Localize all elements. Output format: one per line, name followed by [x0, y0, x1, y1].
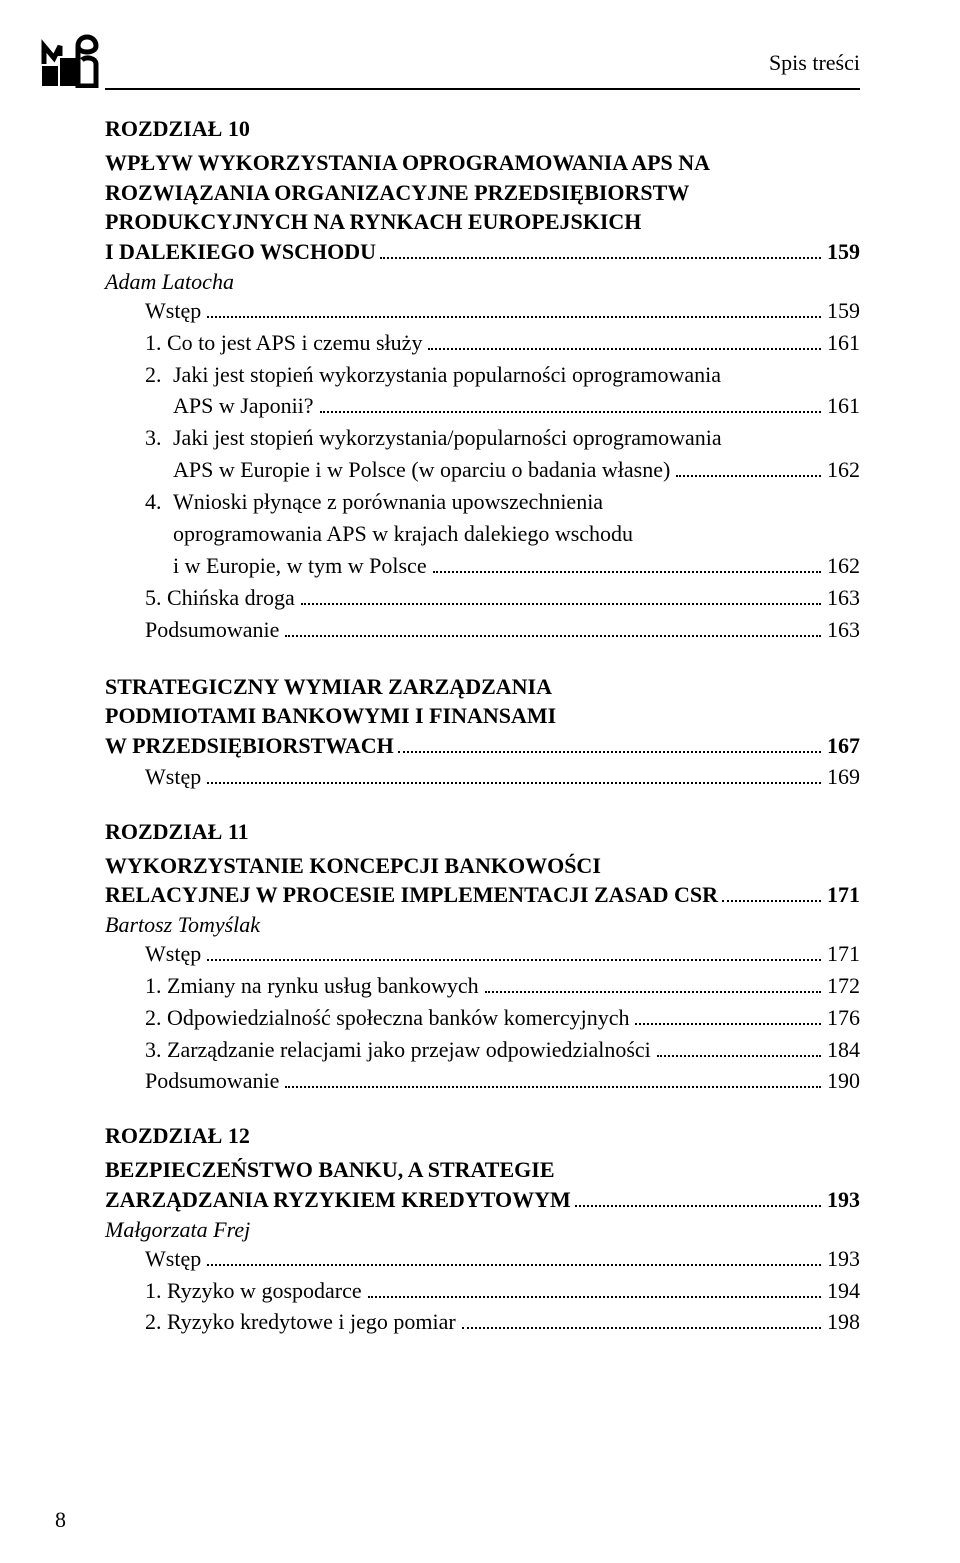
- page-ref: 161: [827, 327, 860, 359]
- chapter-title-last: RELACYJNEJ W PROCESIE IMPLEMENTACJI ZASA…: [105, 880, 718, 910]
- toc-text: Wnioski płynące z porównania upowszechni…: [173, 489, 603, 514]
- dot-leader: [398, 751, 821, 753]
- toc-number: 3.: [145, 422, 173, 454]
- page-ref: 159: [827, 295, 860, 327]
- dot-leader: [285, 1086, 821, 1088]
- dot-leader: [428, 348, 821, 350]
- toc-label: 1. Zmiany na rynku usług bankowych: [145, 970, 479, 1002]
- author: Małgorzata Frej: [105, 1217, 860, 1243]
- dot-leader: [657, 1055, 821, 1057]
- toc-label: 1. Co to jest APS i czemu służy: [145, 327, 422, 359]
- page-ref: 172: [827, 970, 860, 1002]
- running-head: Spis treści: [105, 50, 860, 76]
- chapter-title-line: PRODUKCYJNYCH NA RYNKACH EUROPEJSKICH: [105, 207, 860, 237]
- toc-label: 1. Ryzyko w gospodarce: [145, 1275, 362, 1307]
- page-ref: 159: [827, 237, 860, 267]
- section-title-line: PODMIOTAMI BANKOWYMI I FINANSAMI: [105, 701, 860, 731]
- toc-text: Jaki jest stopień wykorzystania popularn…: [173, 362, 721, 387]
- chapter-title-last: I DALEKIEGO WSCHODU: [105, 237, 376, 267]
- page-ref: 162: [827, 454, 860, 486]
- toc-entry: 4. Wnioski płynące z porównania upowszec…: [105, 486, 860, 582]
- page-ref: 163: [827, 614, 860, 646]
- toc-text: APS w Japonii?: [173, 390, 314, 422]
- page-ref: 167: [827, 731, 860, 761]
- dot-leader: [368, 1296, 821, 1298]
- page-ref: 169: [827, 761, 860, 793]
- chapter-10: ROZDZIAŁ 10 WPŁYW WYKORZYSTANIA OPROGRAM…: [105, 116, 860, 646]
- author: Adam Latocha: [105, 269, 860, 295]
- section-heading: STRATEGICZNY WYMIAR ZARZĄDZANIA PODMIOTA…: [105, 672, 860, 793]
- toc-label: Wstęp: [145, 938, 201, 970]
- dot-leader: [676, 475, 821, 477]
- page-ref: 193: [827, 1243, 860, 1275]
- dot-leader: [301, 603, 821, 605]
- page-ref: 161: [827, 390, 860, 422]
- dot-leader: [462, 1327, 821, 1329]
- chapter-title-line: ROZWIĄZANIA ORGANIZACYJNE PRZEDSIĘBIORST…: [105, 178, 860, 208]
- page-ref: 171: [827, 880, 860, 910]
- chapter-tag: ROZDZIAŁ 10: [105, 116, 860, 142]
- toc-text: oprogramowania APS w krajach dalekiego w…: [173, 521, 633, 546]
- page-ref: 184: [827, 1034, 860, 1066]
- section-title-line: STRATEGICZNY WYMIAR ZARZĄDZANIA: [105, 672, 860, 702]
- dot-leader: [320, 411, 821, 413]
- chapter-11: ROZDZIAŁ 11 WYKORZYSTANIE KONCEPCJI BANK…: [105, 819, 860, 1098]
- toc-label: 3. Zarządzanie relacjami jako przejaw od…: [145, 1034, 651, 1066]
- toc-label: Wstęp: [145, 761, 201, 793]
- toc-label: Wstęp: [145, 1243, 201, 1275]
- toc-label: 2. Odpowiedzialność społeczna banków kom…: [145, 1002, 629, 1034]
- chapter-title-line: BEZPIECZEŃSTWO BANKU, A STRATEGIE: [105, 1155, 860, 1185]
- dot-leader: [485, 991, 821, 993]
- section-title-last: W PRZEDSIĘBIORSTWACH: [105, 731, 394, 761]
- toc-label: Wstęp: [145, 295, 201, 327]
- author: Bartosz Tomyślak: [105, 912, 860, 938]
- page-ref: 176: [827, 1002, 860, 1034]
- dot-leader: [575, 1205, 821, 1207]
- toc-entry: 2. Jaki jest stopień wykorzystania popul…: [105, 359, 860, 423]
- toc-label: Podsumowanie: [145, 614, 279, 646]
- toc-text: Jaki jest stopień wykorzystania/popularn…: [173, 425, 722, 450]
- dot-leader: [635, 1023, 821, 1025]
- dot-leader: [722, 900, 821, 902]
- chapter-title-line: WPŁYW WYKORZYSTANIA OPROGRAMOWANIA APS N…: [105, 148, 860, 178]
- page-ref: 190: [827, 1065, 860, 1097]
- page-ref: 171: [827, 938, 860, 970]
- toc-label: Podsumowanie: [145, 1065, 279, 1097]
- page-number: 8: [55, 1507, 66, 1533]
- page-ref: 163: [827, 582, 860, 614]
- toc-number: 2.: [145, 359, 173, 391]
- page-ref: 162: [827, 550, 860, 582]
- toc-text: i w Europie, w tym w Polsce: [173, 550, 427, 582]
- toc-text: APS w Europie i w Polsce (w oparciu o ba…: [173, 454, 670, 486]
- chapter-tag: ROZDZIAŁ 12: [105, 1123, 860, 1149]
- chapter-title-line: WYKORZYSTANIE KONCEPCJI BANKOWOŚCI: [105, 851, 860, 881]
- toc-label: 2. Ryzyko kredytowe i jego pomiar: [145, 1306, 456, 1338]
- chapter-tag: ROZDZIAŁ 11: [105, 819, 860, 845]
- dot-leader: [433, 571, 821, 573]
- dot-leader: [207, 782, 821, 784]
- wsb-logo: [40, 28, 100, 88]
- page-ref: 193: [827, 1185, 860, 1215]
- dot-leader: [207, 959, 821, 961]
- page-ref: 198: [827, 1306, 860, 1338]
- dot-leader: [380, 257, 821, 259]
- chapter-12: ROZDZIAŁ 12 BEZPIECZEŃSTWO BANKU, A STRA…: [105, 1123, 860, 1338]
- dot-leader: [285, 635, 821, 637]
- dot-leader: [207, 316, 821, 318]
- toc-label: 5. Chińska droga: [145, 582, 295, 614]
- header-rule: [105, 88, 860, 90]
- page-ref: 194: [827, 1275, 860, 1307]
- toc-entry: 3. Jaki jest stopień wykorzystania/popul…: [105, 422, 860, 486]
- dot-leader: [207, 1264, 821, 1266]
- toc-number: 4.: [145, 486, 173, 518]
- chapter-title-last: ZARZĄDZANIA RYZYKIEM KREDYTOWYM: [105, 1185, 571, 1215]
